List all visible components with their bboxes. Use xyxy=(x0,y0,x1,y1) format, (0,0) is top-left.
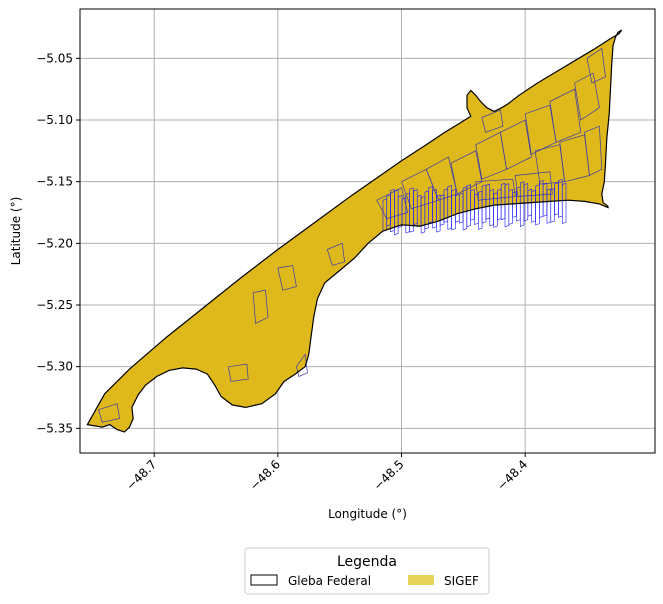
map-layer xyxy=(86,29,623,433)
x-axis-label: Longitude (°) xyxy=(328,507,407,521)
sigef-dense-parcel-18 xyxy=(451,188,456,231)
y-tick-label-2: −5.15 xyxy=(36,175,73,189)
y-axis-label: Latitude (°) xyxy=(9,197,23,266)
sigef-parcel-15 xyxy=(481,109,504,133)
sigef-dense-parcel-37 xyxy=(523,183,529,222)
sigef-dense-parcel-41 xyxy=(539,180,544,218)
sigef-dense-parcel-31 xyxy=(500,182,506,221)
sigef-parcel-14 xyxy=(586,47,606,84)
sigef-parcel-19 xyxy=(227,363,249,382)
gleba-federal-fill xyxy=(87,30,622,432)
x-tick-label-3: −48.4 xyxy=(494,457,530,493)
sigef-dense-parcel-22 xyxy=(466,184,471,228)
sigef-dense-parcel-47 xyxy=(562,182,567,224)
sigef-dense-parcel-32 xyxy=(504,183,510,228)
sigef-dense-parcel-14 xyxy=(436,194,441,233)
legend-label-sigef: SIGEF xyxy=(444,574,479,588)
sigef-dense-parcel-2 xyxy=(390,188,395,233)
gleba-federal-outline xyxy=(86,29,623,433)
y-tick-label-1: −5.10 xyxy=(36,113,73,127)
y-tick-label-5: −5.30 xyxy=(36,360,73,374)
sigef-dense-parcel-36 xyxy=(520,181,525,227)
x-axis-ticks: −48.7 −48.6 −48.5 −48.4 xyxy=(123,453,530,493)
sigef-parcel-13 xyxy=(514,171,553,197)
sigef-dense-parcel-13 xyxy=(432,188,437,229)
sigef-dense-parcel-26 xyxy=(481,184,487,224)
legend-swatch-sigef xyxy=(408,575,434,585)
sigef-parcel-11 xyxy=(376,187,409,220)
sigef-dense-parcel-42 xyxy=(542,182,548,217)
legend: Legenda Gleba Federal SIGEF xyxy=(244,547,490,595)
sigef-parcel-8 xyxy=(584,125,603,177)
sigef-parcel-18 xyxy=(326,242,345,266)
y-tick-label-0: −5.05 xyxy=(36,51,73,65)
sigef-dense-parcel-17 xyxy=(447,185,452,230)
x-tick-label-0: −48.7 xyxy=(123,457,159,493)
sigef-dense-parcel-27 xyxy=(485,183,490,220)
plot-frame xyxy=(79,8,656,454)
sigef-dense-parcel-3 xyxy=(394,189,399,236)
legend-title: Legenda xyxy=(337,554,397,570)
sigef-parcel-17 xyxy=(277,265,297,291)
y-axis-ticks: −5.05 −5.10 −5.15 −5.20 −5.25 −5.30 −5.35 xyxy=(36,51,80,435)
sigef-dense-parcel-8 xyxy=(413,189,418,226)
sigef-dense-parcel-7 xyxy=(409,187,414,233)
sigef-dense-parcel-38 xyxy=(527,188,532,217)
sigef-dense-parcel-28 xyxy=(489,188,494,227)
sigef-dense-parcel-4 xyxy=(397,195,403,228)
y-tick-label-3: −5.20 xyxy=(36,236,73,250)
sigef-dense-parcel-33 xyxy=(508,188,513,225)
sigef-parcel-16 xyxy=(252,289,269,325)
legend-label-gleba: Gleba Federal xyxy=(288,574,371,588)
sigef-dense-parcel-23 xyxy=(470,188,475,221)
grid-lines xyxy=(80,9,655,453)
sigef-parcel-2 xyxy=(500,119,532,170)
sigef-dense-parcel-12 xyxy=(428,186,433,224)
sigef-parcel-5 xyxy=(574,72,600,121)
legend-swatch-gleba xyxy=(250,574,278,586)
sigef-dense-parcel-46 xyxy=(558,178,563,218)
x-tick-label-2: −48.5 xyxy=(371,457,407,493)
sigef-parcel-20 xyxy=(98,403,121,423)
sigef-parcel-21 xyxy=(296,353,308,377)
sigef-dense-parcels xyxy=(382,178,567,236)
x-tick-label-1: −48.6 xyxy=(247,457,283,493)
y-tick-label-6: −5.35 xyxy=(36,421,73,435)
y-tick-label-4: −5.25 xyxy=(36,298,73,312)
sigef-parcel-4 xyxy=(549,88,582,143)
